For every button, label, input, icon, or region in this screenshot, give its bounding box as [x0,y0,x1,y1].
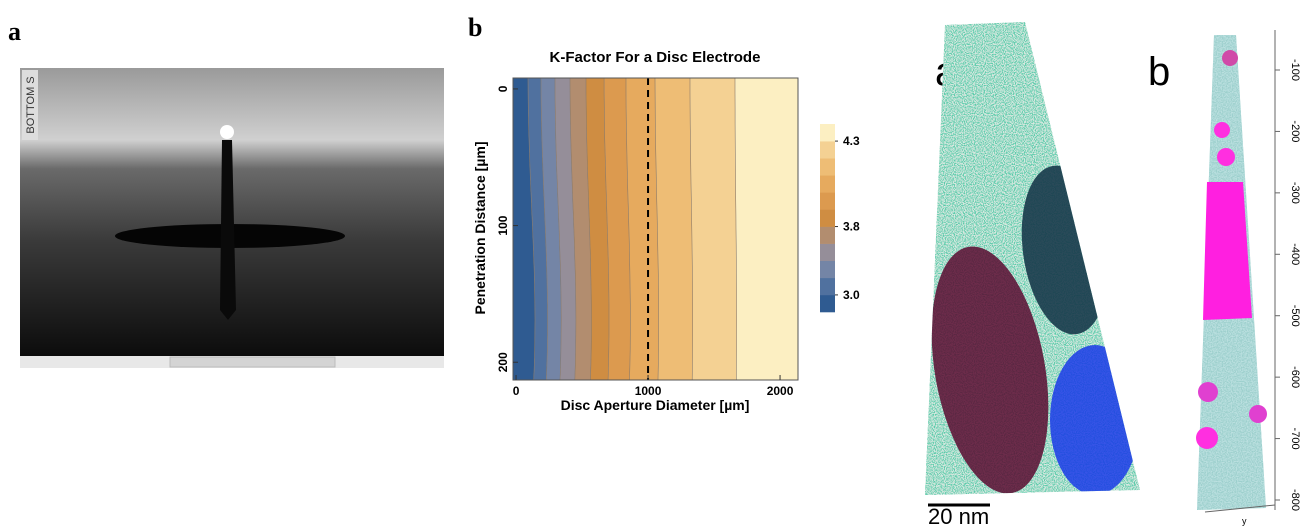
colorbar-band [820,260,835,279]
contour-line [527,77,536,381]
y-tick-label: 0 [496,85,510,92]
contour-line [554,78,562,381]
colorbar-band [820,226,835,244]
reconstruction [925,22,1140,495]
axis-tick-label: -300 [1289,182,1301,204]
colorbar-band [820,124,835,142]
x-tick-label: 2000 [767,384,794,398]
axis-tick-label: -700 [1289,428,1301,450]
y-label: Penetration Distance [µm] [472,142,488,315]
contour-line [585,78,592,381]
axis-tick-label: -500 [1289,305,1301,327]
contour-band [570,78,592,380]
plot-title: K-Factor For a Disc Electrode [550,49,761,66]
contour-band [735,78,798,380]
reconstruction [1196,35,1267,510]
x-label: Disc Aperture Diameter [µm] [561,397,750,413]
contour-band [690,78,737,380]
overlay-box [22,70,38,140]
colorbar-band [820,192,835,210]
contour-line [734,78,737,381]
contour-band [604,78,631,380]
plot-frame [512,77,799,381]
scroll-thumb [169,356,336,368]
contour-line [603,78,610,381]
contour-band [528,78,548,380]
electrode [220,140,236,320]
colorbar-band [820,294,835,313]
panel-label: a [8,17,21,46]
contour-band [655,78,693,380]
axis-tick-label: -100 [1289,59,1301,81]
axis-label: y [1242,516,1247,526]
axis-tick-label: -600 [1289,366,1301,388]
axis-tick-label: -400 [1289,243,1301,265]
scale-label: 20 nm [928,504,989,527]
colorbar-tick-label: 4.3 [843,134,860,148]
colorbar-tick-label: 3.8 [843,220,860,234]
colorbar-band [820,175,835,193]
panel-label: b [1148,50,1170,94]
contour-line [625,78,631,381]
contour-line [654,77,659,381]
axis-line [1204,504,1276,513]
contour-band [586,78,609,380]
contour-line [689,78,693,381]
colorbar-tick-label: 3.0 [843,288,860,302]
axis-tick-label: -800 [1289,489,1301,511]
colorbar-band [820,277,835,296]
contour-line [540,78,548,381]
colorbar-band [820,209,835,227]
tip [220,125,234,139]
y-tick-label: 100 [496,215,510,235]
overlay-text: BOTTOM S [25,76,37,133]
colorbar-band [820,243,835,262]
y-tick-label: 200 [496,352,510,372]
x-tick-label: 1000 [635,384,662,398]
x-tick-label: 0 [513,384,520,398]
axis-tick-label: -200 [1289,120,1301,142]
contour-band [555,78,576,380]
contour-line [569,77,577,381]
colorbar-band [820,141,835,159]
contour-band [626,78,659,380]
panel-label: b [468,13,482,42]
colorbar-band [820,158,835,176]
